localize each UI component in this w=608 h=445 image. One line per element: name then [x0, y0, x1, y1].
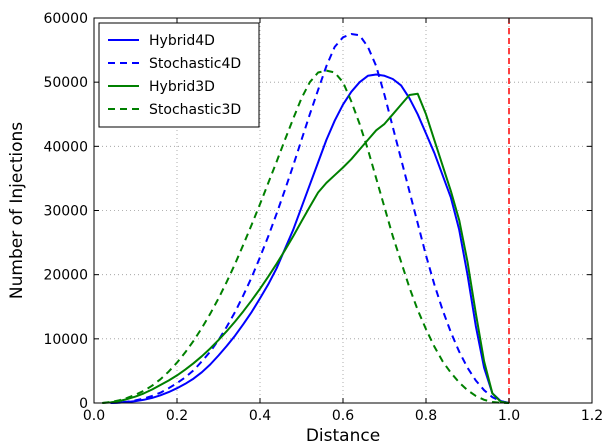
x-tick-label-3: 0.6: [332, 408, 354, 424]
x-tick-label-2: 0.4: [249, 408, 271, 424]
y-tick-label-0: 0: [79, 396, 88, 412]
y-tick-label-3: 30000: [43, 204, 88, 220]
series-line-stochastic3d: [102, 69, 510, 404]
y-tick-label-1: 10000: [43, 332, 88, 348]
legend: Hybrid4D Stochastic4D Hybrid3D Stochastic3D: [98, 22, 260, 128]
y-tick-label-4: 40000: [43, 139, 88, 155]
legend-label-hybrid4d: Hybrid4D: [149, 33, 215, 49]
series-line-hybrid4d: [110, 73, 510, 404]
x-tick-label-5: 1.0: [498, 408, 520, 424]
y-tick-label-2: 20000: [43, 268, 88, 284]
x-tick-label-6: 1.2: [581, 408, 603, 424]
series-line-hybrid3d: [102, 92, 510, 404]
legend-label-stochastic4d: Stochastic4D: [149, 56, 241, 72]
y-tick-label-6: 60000: [43, 11, 88, 27]
y-tick-label-5: 50000: [43, 75, 88, 91]
legend-label-hybrid3d: Hybrid3D: [149, 79, 215, 95]
x-tick-label-0: 0.0: [83, 408, 105, 424]
x-tick-label-4: 0.8: [415, 408, 437, 424]
series-layer: [102, 33, 510, 404]
x-tick-label-1: 0.2: [166, 408, 188, 424]
x-axis-label: Distance: [306, 426, 380, 445]
legend-label-stochastic3d: Stochastic3D: [149, 102, 241, 118]
series-line-stochastic4d: [110, 33, 510, 404]
tick-layer: 0.0 0.2 0.4 0.6 0.8 1.0 1.2 0 10000 20000 30000 400…: [43, 11, 603, 424]
y-axis-label: Number of Injections: [7, 122, 27, 299]
